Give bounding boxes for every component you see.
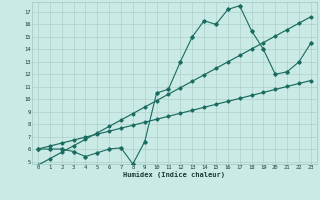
X-axis label: Humidex (Indice chaleur): Humidex (Indice chaleur) xyxy=(124,172,225,178)
